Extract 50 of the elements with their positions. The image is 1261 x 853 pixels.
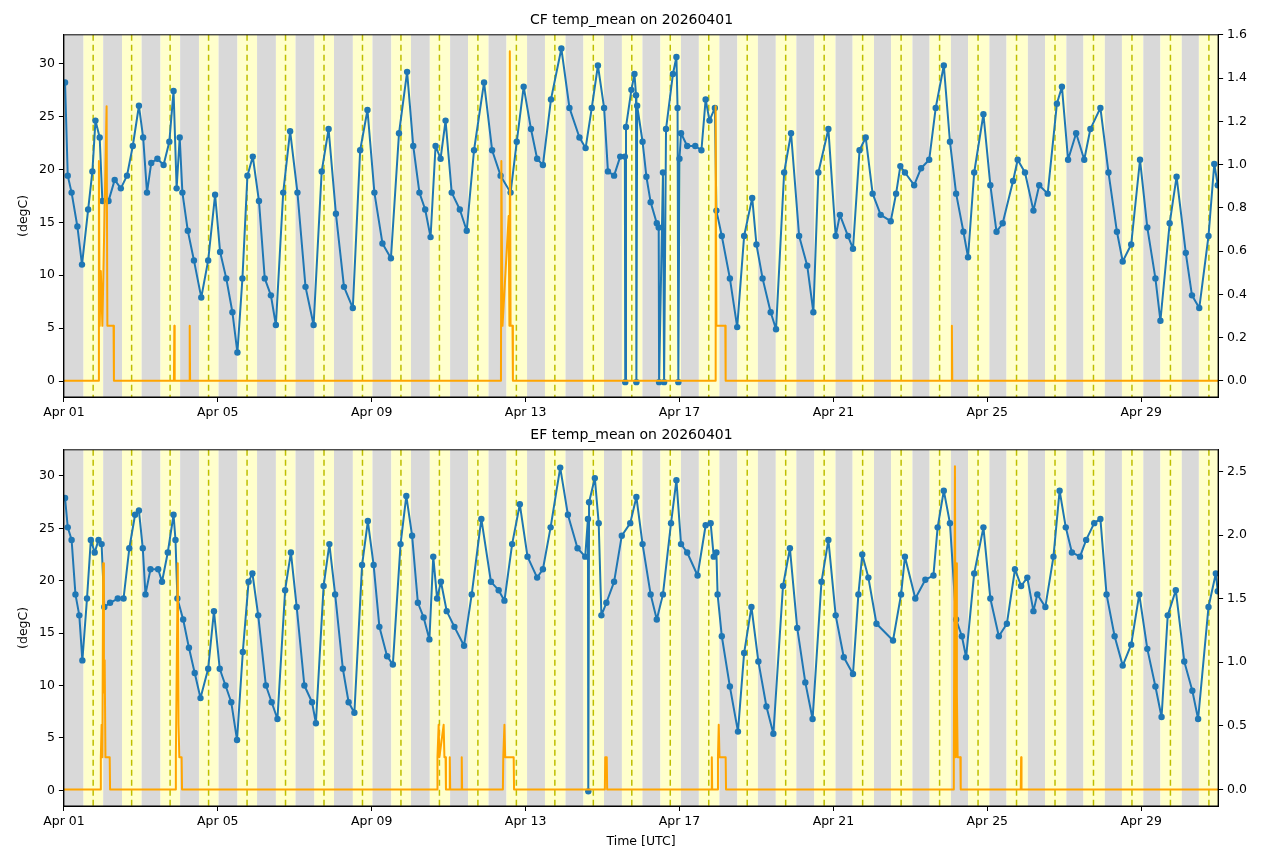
- y2-tick-label: 1.2: [1227, 112, 1248, 128]
- x-tick-label: Apr 13: [504, 403, 547, 419]
- x-tick-label: Apr 17: [658, 812, 701, 828]
- y2-tick-label: 0.8: [1227, 199, 1248, 215]
- x-tick-label: Apr 05: [197, 403, 239, 419]
- y2-tick-label: 0.6: [1227, 242, 1248, 258]
- x-tick-label: Apr 21: [812, 812, 855, 828]
- y2-tick-label: 1.0: [1227, 653, 1248, 669]
- x-tick-label: Apr 25: [966, 812, 1009, 828]
- y2-tick-label: 0.2: [1227, 328, 1248, 344]
- y-tick-label: 15: [39, 624, 55, 640]
- y2-tick-label: 0.4: [1227, 285, 1248, 301]
- y-axis-title: (degC): [14, 194, 30, 237]
- x-tick-label: Apr 09: [350, 812, 393, 828]
- y2-tick-label: 1.6: [1227, 26, 1248, 42]
- y-tick-label: 25: [39, 107, 55, 123]
- x-tick-label: Apr 17: [658, 403, 701, 419]
- y-tick-label: 10: [39, 266, 55, 282]
- x-tick-label: Apr 21: [812, 403, 855, 419]
- y2-tick-label: 0.0: [1227, 372, 1248, 388]
- y2-tick-label: 0.5: [1227, 717, 1248, 733]
- y2-tick-label: 1.0: [1227, 155, 1248, 171]
- y2-tick-label: 1.5: [1227, 589, 1248, 605]
- y-tick-label: 20: [39, 160, 55, 176]
- y-tick-label: 5: [46, 729, 55, 745]
- y2-tick-label: 1.4: [1227, 69, 1248, 85]
- x-tick-label: Apr 01: [43, 403, 85, 419]
- y-tick-label: 5: [46, 319, 55, 335]
- x-tick-label: Apr 29: [1120, 403, 1162, 419]
- x-tick-label: Apr 09: [350, 403, 393, 419]
- x-tick-label: Apr 29: [1120, 812, 1162, 828]
- y2-tick-label: 0.0: [1227, 780, 1248, 796]
- y-tick-label: 30: [39, 467, 55, 483]
- x-axis-title: Time [UTC]: [605, 832, 676, 848]
- y-tick-label: 10: [39, 676, 55, 692]
- y2-tick-label: 2.0: [1227, 526, 1248, 542]
- y-tick-label: 0: [46, 372, 55, 388]
- y2-tick-label: 2.5: [1227, 462, 1248, 478]
- x-tick-label: Apr 01: [43, 812, 85, 828]
- y-tick-label: 25: [39, 519, 55, 535]
- y-tick-label: 20: [39, 572, 55, 588]
- y-axis-title: (degC): [14, 606, 30, 649]
- x-tick-label: Apr 13: [504, 812, 547, 828]
- chart-title: CF temp_mean on 20260401: [529, 11, 734, 28]
- y-tick-label: 0: [46, 781, 55, 797]
- x-tick-label: Apr 05: [197, 812, 239, 828]
- y-tick-label: 30: [39, 54, 55, 70]
- y-tick-label: 15: [39, 213, 55, 229]
- chart-title: EF temp_mean on 20260401: [530, 426, 733, 443]
- x-tick-label: Apr 25: [966, 403, 1009, 419]
